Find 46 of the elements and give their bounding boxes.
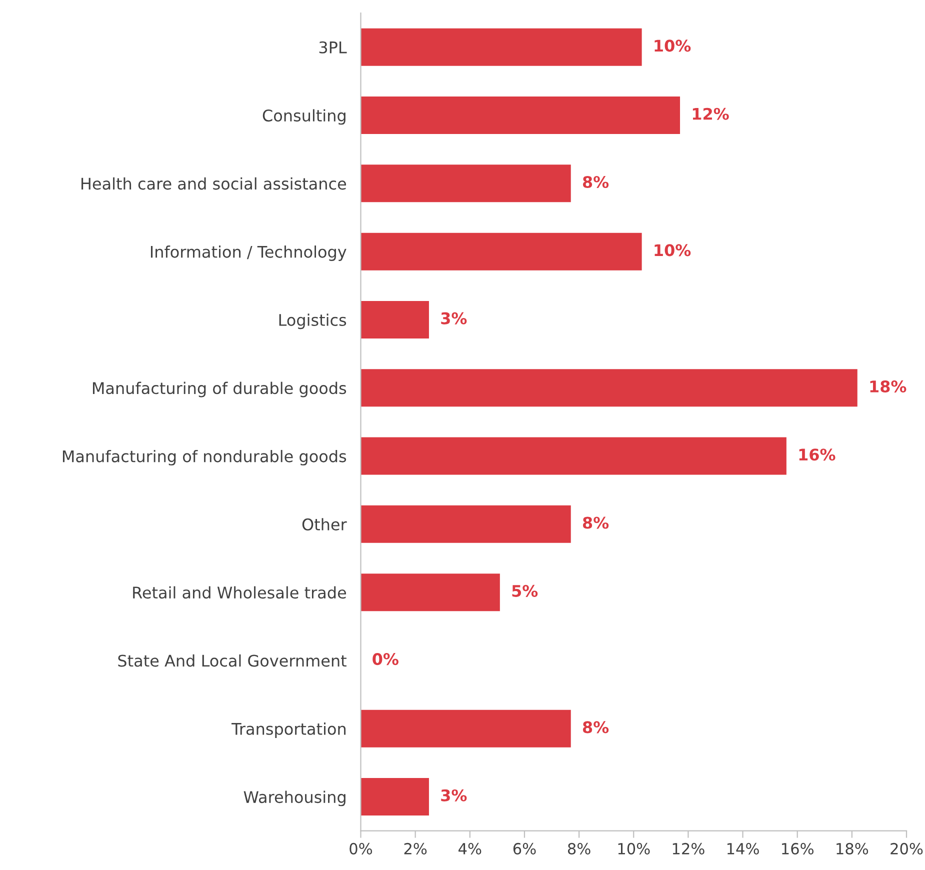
x-tick-label: 6%	[513, 842, 536, 854]
x-tick-label: 12%	[672, 842, 704, 854]
bar	[360, 437, 786, 475]
y-tick-label: Information / Technology	[150, 246, 346, 261]
y-tick-label: Health care and social assistance	[82, 177, 346, 190]
y-tick-label: Logistics	[279, 314, 346, 330]
y-tick-label: Warehousing	[244, 790, 346, 806]
data-label: 12%	[692, 108, 729, 120]
y-tick-label: Transportation	[231, 722, 346, 738]
data-label: 8%	[582, 176, 609, 188]
bar	[360, 232, 642, 270]
data-label: 10%	[654, 40, 691, 52]
x-tick-label: 4%	[458, 842, 482, 854]
x-tick-label: 2%	[404, 842, 427, 854]
x-tick-label: 18%	[836, 842, 868, 854]
bar	[360, 505, 571, 543]
x-tick-label: 16%	[782, 842, 814, 854]
data-label: 8%	[582, 516, 609, 529]
data-label: 18%	[870, 380, 906, 393]
x-tick-label: 20%	[890, 842, 923, 854]
y-tick-label: State And Local Government	[118, 654, 346, 667]
data-label: 3%	[441, 789, 467, 802]
data-label: 8%	[582, 721, 609, 734]
x-tick-label: 0%	[350, 842, 372, 854]
data-label: 0%	[372, 653, 398, 666]
y-tick-label: Manufacturing of durable goods	[92, 382, 346, 398]
y-tick-label: Consulting	[262, 109, 346, 125]
bar	[360, 300, 429, 338]
x-tick-label: 10%	[618, 842, 650, 854]
bar	[360, 710, 571, 748]
data-label: 16%	[799, 448, 836, 461]
y-tick-label: 3PL	[319, 41, 347, 54]
bar	[360, 164, 571, 202]
bar	[360, 369, 858, 407]
data-label: 3%	[441, 312, 467, 324]
y-tick-label: Manufacturing of nondurable goods	[62, 450, 346, 466]
x-tick-label: 8%	[568, 842, 590, 854]
y-tick-label: Other	[302, 518, 347, 530]
x-tick-label: 14%	[727, 842, 759, 854]
bar	[360, 28, 642, 66]
data-label: 10%	[654, 244, 691, 256]
data-label: 5%	[512, 584, 538, 597]
y-tick-label: Retail and Wholesale trade	[133, 586, 346, 599]
bar	[360, 574, 500, 612]
bar	[360, 778, 429, 816]
bar	[360, 96, 680, 134]
